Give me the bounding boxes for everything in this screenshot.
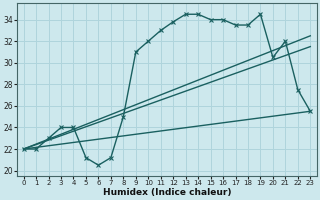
X-axis label: Humidex (Indice chaleur): Humidex (Indice chaleur) (103, 188, 231, 197)
